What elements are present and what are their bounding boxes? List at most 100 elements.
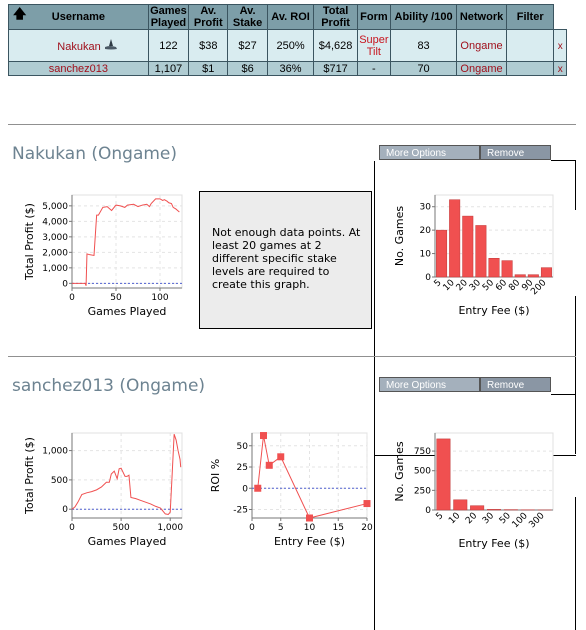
network-link[interactable]: Ongame — [460, 39, 503, 52]
remove-row-button[interactable]: x — [553, 29, 567, 62]
filter-cell[interactable] — [505, 61, 555, 76]
bar — [487, 509, 501, 511]
y-tick-label: 2,000 — [42, 248, 68, 258]
header-total-profit[interactable]: Total Profit — [313, 4, 358, 30]
bar — [462, 215, 474, 278]
x-tick-label: 50 — [110, 293, 122, 303]
close-icon[interactable]: x — [557, 63, 563, 75]
plot-area — [434, 432, 554, 511]
x-tick-label: 1,000 — [157, 523, 183, 533]
x-tick-label: 15 — [333, 523, 344, 533]
frame-line — [575, 160, 576, 210]
y-tick-label: 20 — [420, 226, 432, 236]
total-profit-cell: $4,628 — [313, 29, 358, 62]
player-comparison-table: 🡅 Username Games Played Av. Profit Av. S… — [8, 4, 567, 76]
section-title-sanchez013: sanchez013 (Ongame) — [12, 376, 206, 396]
bar — [453, 499, 468, 511]
remove-row-button[interactable]: x — [553, 61, 567, 76]
y-tick-label: -25 — [233, 506, 248, 516]
shark-icon — [104, 39, 117, 50]
series-line — [71, 434, 182, 516]
player-link[interactable]: Nakukan — [57, 41, 101, 53]
av-stake-cell: $27 — [227, 29, 268, 62]
header-games-played[interactable]: Games Played — [147, 4, 190, 30]
header-av-stake[interactable]: Av. Stake — [227, 4, 268, 30]
av-stake-cell: $6 — [227, 61, 268, 76]
table-row: sanchez013 1,107 $1 $6 36% $717 - 70 Ong… — [8, 61, 567, 76]
games-cell: 1,107 — [147, 61, 190, 76]
section-divider — [8, 356, 576, 357]
y-tick-label: 1,000 — [42, 264, 68, 274]
header-form[interactable]: Form — [356, 4, 391, 30]
frame-line — [551, 160, 575, 161]
header-username[interactable]: 🡅 Username — [8, 4, 149, 30]
remove-tab[interactable]: Remove — [480, 377, 551, 392]
close-icon[interactable]: x — [557, 40, 563, 52]
ability-cell: 83 — [389, 29, 458, 62]
header-network[interactable]: Network — [456, 4, 507, 30]
frame-line — [575, 497, 576, 630]
x-axis-title: Entry Fee ($) — [458, 304, 529, 317]
y-tick-label: 250 — [414, 486, 431, 496]
network-cell: Ongame — [456, 61, 507, 76]
y-tick-label: 0 — [62, 279, 68, 289]
data-point — [260, 432, 267, 440]
x-axis-title: Games Played — [88, 305, 167, 318]
x-tick-label: 200 — [529, 278, 548, 297]
bar — [436, 438, 451, 511]
data-point — [363, 500, 371, 508]
games-cell: 122 — [147, 29, 190, 62]
bar — [540, 267, 552, 278]
y-tick-label: 0 — [425, 506, 431, 516]
frame-line — [551, 394, 575, 395]
not-enough-data-message: Not enough data points. At least 20 game… — [199, 191, 372, 329]
network-link[interactable]: Ongame — [460, 62, 503, 75]
bar — [449, 199, 461, 278]
y-tick-label: 0 — [425, 273, 431, 283]
nakukan-profit-chart: 0 1,000 2,000 3,000 4,000 5,000 0 50 100 Games Pl… — [23, 194, 183, 318]
remove-tab[interactable]: Remove — [480, 145, 551, 160]
sort-up-arrow-icon[interactable]: 🡅 — [13, 6, 27, 21]
total-profit-cell: $717 — [313, 61, 358, 76]
x-tick-label: 20 — [361, 523, 373, 533]
frame-line — [575, 394, 576, 454]
ability-cell: 70 — [389, 61, 458, 76]
y-axis-title: No. Games — [393, 206, 406, 267]
x-tick-label: 500 — [113, 523, 130, 533]
frame-line — [374, 161, 375, 630]
series-line — [72, 198, 180, 286]
bar — [501, 260, 513, 278]
header-blank — [553, 4, 567, 30]
plot-area — [71, 194, 183, 289]
bar — [470, 505, 485, 511]
more-options-tab[interactable]: More Options — [379, 377, 480, 392]
y-tick-label: 500 — [51, 476, 68, 486]
data-point — [277, 453, 285, 461]
header-av-roi[interactable]: Av. ROI — [266, 4, 315, 30]
more-options-tab[interactable]: More Options — [379, 145, 480, 160]
form-cell: Super Tilt — [356, 29, 391, 62]
player-link[interactable]: sanchez013 — [48, 62, 109, 75]
av-profit-cell: $38 — [188, 29, 229, 62]
header-filter[interactable]: Filter — [505, 4, 555, 30]
username-cell: sanchez013 — [8, 61, 149, 76]
bar — [488, 258, 500, 278]
x-tick-label: 5 — [433, 278, 444, 289]
y-axis-title: ROI % — [209, 459, 222, 493]
x-tick-label: 5 — [434, 511, 445, 522]
y-tick-label: 500 — [414, 467, 431, 477]
x-axis-title: Entry Fee ($) — [458, 537, 529, 550]
header-ability[interactable]: Ability /100 — [389, 4, 458, 30]
y-axis-title: Total Profit ($) — [23, 203, 36, 281]
x-tick-label: 100 — [511, 511, 530, 530]
filter-cell[interactable] — [505, 29, 555, 62]
y-tick-label: 0 — [62, 505, 68, 515]
username-cell: Nakukan — [8, 29, 149, 62]
section-title-nakukan: Nakukan (Ongame) — [12, 144, 178, 164]
bar — [436, 229, 448, 278]
header-av-profit[interactable]: Av. Profit — [188, 4, 229, 30]
y-axis-title: No. Games — [393, 441, 406, 502]
data-point — [254, 484, 262, 492]
data-point — [306, 514, 313, 522]
